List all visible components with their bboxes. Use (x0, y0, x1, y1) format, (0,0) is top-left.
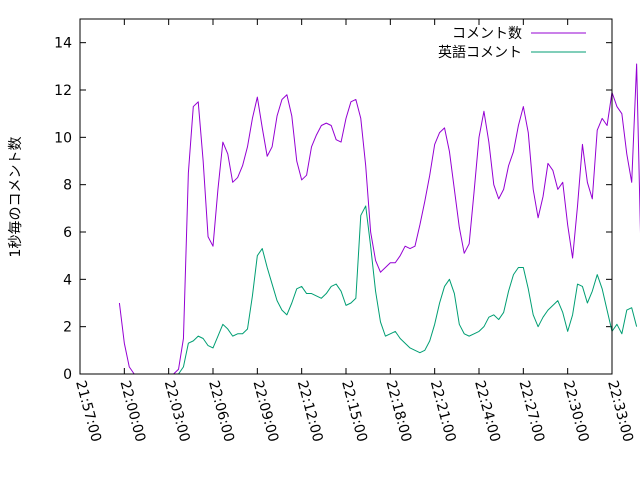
x-tick-label: 22:24:00 (471, 379, 503, 444)
x-tick-label: 22:09:00 (249, 379, 281, 444)
y-tick-label: 4 (63, 272, 72, 288)
x-tick-label: 22:12:00 (294, 379, 326, 444)
x-tick-label: 22:15:00 (338, 379, 370, 444)
axes: 0 2 4 6 8 10 12 14 21:57:00 22:00:00 22:03:00 22:06… (54, 36, 636, 444)
series-layer (118, 63, 640, 375)
x-tick-label: 22:27:00 (515, 379, 547, 444)
tick-marks (79, 19, 613, 375)
y-tick-label: 0 (63, 367, 72, 383)
y-tick-label: 12 (54, 83, 72, 99)
y-tick-label: 2 (63, 320, 72, 336)
x-tick-label: 22:21:00 (427, 379, 459, 444)
y-axis-label: 1秒毎のコメント数 (8, 137, 24, 258)
y-tick-label: 14 (54, 36, 72, 52)
y-tick-label: 8 (63, 178, 72, 194)
plot-border (79, 18, 613, 375)
y-tick-label: 10 (54, 130, 72, 146)
x-tick-label: 21:57:00 (72, 379, 104, 444)
x-tick-label: 22:18:00 (382, 379, 414, 444)
series-line-1 (124, 205, 638, 375)
legend-label: 英語コメント (438, 44, 522, 61)
y-tick-label: 6 (63, 225, 72, 241)
x-tick-label: 22:06:00 (205, 379, 237, 444)
x-tick-label: 22:30:00 (560, 379, 592, 444)
x-tick-label: 22:00:00 (116, 379, 148, 444)
legend-label: コメント数 (452, 26, 522, 42)
x-tick-label: 22:03:00 (161, 379, 193, 444)
x-tick-label: 22:33:00 (604, 379, 636, 444)
plot-frame (79, 18, 613, 375)
series-line-0 (118, 63, 640, 375)
